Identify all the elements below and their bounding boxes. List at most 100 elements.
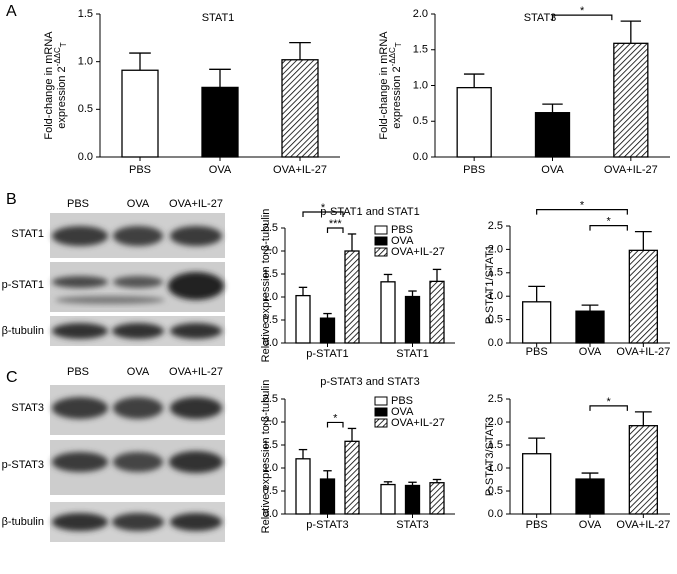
bar: [522, 301, 552, 344]
blot-column-label: PBS: [67, 198, 89, 210]
legend-swatch: [374, 407, 388, 417]
y-tick-label: 2.0: [263, 245, 278, 257]
bar: [613, 42, 649, 158]
chart-title: STAT3: [524, 12, 557, 24]
x-tick-label: OVA: [209, 164, 232, 176]
y-tick-label: 0.5: [263, 485, 278, 497]
y-tick-label: 1.0: [488, 290, 503, 302]
y-tick-label: 1.5: [263, 439, 278, 451]
bar: [628, 249, 658, 344]
bar: [344, 440, 360, 515]
bar: [201, 86, 239, 158]
chart-title: p-STAT3 and STAT3: [320, 376, 419, 388]
y-tick-label: 2.5: [263, 222, 278, 234]
y-tick-label: 0.0: [263, 337, 278, 349]
bar: [319, 317, 336, 344]
y-axis-label: Relative expression to β-tubulin: [260, 209, 272, 363]
y-tick-label: 2.5: [488, 393, 503, 405]
legend-label: OVA: [391, 235, 414, 247]
panel-letter: A: [6, 3, 17, 20]
blot-row-label: STAT1: [11, 228, 44, 240]
y-tick-label: 2.0: [413, 8, 428, 20]
y-tick-label: 1.0: [263, 291, 278, 303]
x-tick-label: OVA: [579, 519, 602, 531]
legend-label: PBS: [391, 224, 413, 236]
significance-label: *: [607, 396, 612, 408]
y-tick-label: 1.5: [78, 8, 93, 20]
y-axis-label-sup: -ΔΔC: [388, 47, 397, 66]
y-tick-label: 0.0: [263, 508, 278, 520]
y-tick-label: 1.0: [488, 462, 503, 474]
y-tick-label: 1.0: [263, 462, 278, 474]
y-axis-label: Fold-change in mRNA: [43, 31, 55, 140]
blot-row-label: p-STAT1: [2, 279, 44, 291]
y-tick-label: 1.0: [78, 56, 93, 68]
blot-row-label: p-STAT3: [2, 459, 44, 471]
y-axis-label-text: Fold-change in mRNA: [43, 31, 55, 140]
y-tick-label: 2.0: [488, 243, 503, 255]
y-tick-label: 1.0: [413, 79, 428, 91]
legend-label: OVA: [391, 406, 414, 418]
y-axis-label: expression 2-ΔΔCT: [388, 42, 403, 129]
y-tick-label: 1.5: [413, 44, 428, 56]
y-axis-label-text: expression 2: [391, 66, 403, 128]
panel-letter: C: [6, 369, 18, 386]
x-tick-label: OVA+IL-27: [616, 519, 670, 531]
y-axis-label: expression 2-ΔΔCT: [53, 42, 68, 129]
bar: [628, 425, 658, 515]
bar: [522, 453, 552, 515]
legend-swatch: [374, 225, 388, 235]
significance-bracket: [551, 14, 613, 21]
significance-bracket: [589, 405, 628, 411]
legend-swatch: [374, 247, 388, 257]
chart-title: STAT1: [202, 12, 235, 24]
chart-title: p-STAT1 and STAT1: [320, 206, 419, 218]
bar: [575, 310, 605, 344]
x-tick-label: OVA: [579, 346, 602, 358]
blot-column-label: OVA+IL-27: [169, 366, 223, 378]
y-tick-label: 2.5: [263, 393, 278, 405]
y-tick-label: 0.0: [413, 151, 428, 163]
x-tick-label: OVA+IL-27: [273, 164, 327, 176]
significance-label: *: [580, 200, 585, 212]
y-axis-label-sup: -ΔΔC: [53, 47, 62, 66]
bar: [429, 280, 445, 344]
significance-bracket: [302, 211, 344, 217]
significance-label: *: [321, 202, 326, 214]
bar: [295, 458, 311, 515]
blot-row-label: β-tubulin: [2, 325, 44, 337]
blot-row-label: β-tubulin: [2, 516, 44, 528]
significance-label: ***: [329, 218, 343, 230]
legend-label: PBS: [391, 395, 413, 407]
y-tick-label: 2.5: [488, 220, 503, 232]
y-axis-label: P-STAT3/STAT3: [484, 417, 496, 496]
x-tick-label: OVA: [541, 164, 564, 176]
x-tick-label: p-STAT3: [306, 519, 348, 531]
significance-bracket: [326, 227, 344, 233]
bar: [429, 482, 445, 515]
x-tick-label: OVA+IL-27: [604, 164, 658, 176]
x-tick-label: PBS: [463, 164, 485, 176]
x-tick-label: PBS: [526, 346, 548, 358]
bar: [281, 59, 319, 158]
y-tick-label: 0.5: [78, 103, 93, 115]
x-tick-label: OVA+IL-27: [616, 346, 670, 358]
bar: [456, 86, 492, 158]
y-tick-label: 0.0: [78, 151, 93, 163]
y-axis-label: P-STAT1/STAT1: [484, 245, 496, 324]
y-axis-label: Fold-change in mRNA: [378, 31, 390, 140]
x-tick-label: p-STAT1: [306, 348, 348, 360]
y-axis-label: Relative expression to β-tubulin: [260, 380, 272, 534]
y-axis-label-text: Fold-change in mRNA: [378, 31, 390, 140]
significance-label: *: [333, 412, 338, 424]
legend-label: OVA+IL-27: [391, 417, 445, 429]
blot-column-label: OVA+IL-27: [169, 198, 223, 210]
y-axis-label-sub: T: [59, 42, 68, 47]
significance-bracket: [326, 421, 344, 428]
bar: [121, 69, 159, 158]
y-tick-label: 0.0: [488, 337, 503, 349]
y-tick-label: 0.5: [488, 485, 503, 497]
legend-label: OVA+IL-27: [391, 246, 445, 258]
bar: [295, 294, 311, 344]
y-tick-label: 1.5: [263, 268, 278, 280]
